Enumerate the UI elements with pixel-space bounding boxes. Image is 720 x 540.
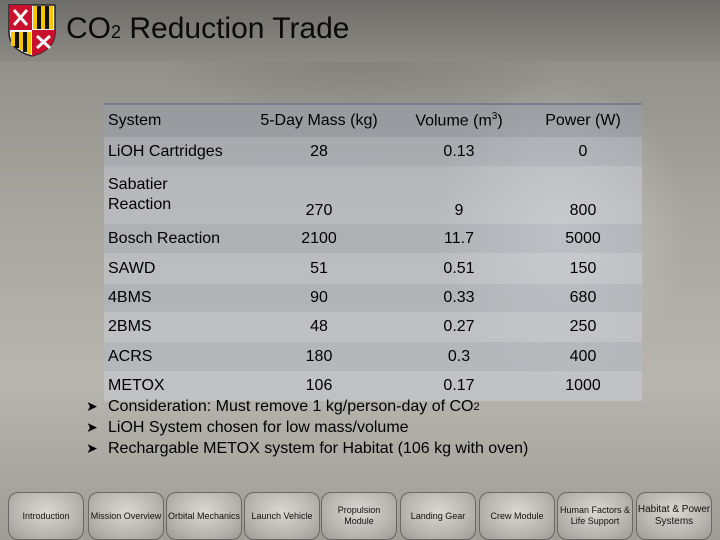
nav-landing-gear-button[interactable]: Landing Gear xyxy=(400,492,476,540)
table-row: Sabatier Reaction 270 9 800 xyxy=(104,166,642,224)
table-row: SAWD 51 0.51 150 xyxy=(104,253,642,284)
table-row: 4BMS 90 0.33 680 xyxy=(104,284,642,312)
table-header-row: System 5-Day Mass (kg) Volume (m3) Power… xyxy=(104,103,642,137)
university-shield-logo xyxy=(8,4,56,57)
trade-table: System 5-Day Mass (kg) Volume (m3) Power… xyxy=(104,103,642,401)
nav-orbital-mechanics-button[interactable]: Orbital Mechanics xyxy=(166,492,242,540)
nav-habitat-power-button[interactable]: Habitat & Power Systems xyxy=(636,492,712,540)
nav-propulsion-module-button[interactable]: Propulsion Module xyxy=(321,492,397,540)
nav-mission-overview-button[interactable]: Mission Overview xyxy=(88,492,164,540)
arrow-bullet-icon: ➤ xyxy=(86,398,98,414)
bullet-item: ➤ Consideration: Must remove 1 kg/person… xyxy=(86,397,480,415)
table-row: METOX 106 0.17 1000 xyxy=(104,371,642,401)
header-system: System xyxy=(104,103,244,137)
header-band xyxy=(0,0,720,62)
table-row: LiOH Cartridges 28 0.13 0 xyxy=(104,137,642,166)
page-title: CO2 Reduction Trade xyxy=(66,12,350,45)
bullet-item: ➤ LiOH System chosen for low mass/volume xyxy=(86,418,409,436)
table-row: ACRS 180 0.3 400 xyxy=(104,342,642,371)
header-volume: Volume (m3) xyxy=(394,103,524,137)
nav-introduction-button[interactable]: Introduction xyxy=(8,492,84,540)
nav-crew-module-button[interactable]: Crew Module xyxy=(479,492,555,540)
section-nav-bar: Introduction Mission Overview Orbital Me… xyxy=(0,492,720,540)
table-row: 2BMS 48 0.27 250 xyxy=(104,312,642,342)
nav-launch-vehicle-button[interactable]: Launch Vehicle xyxy=(244,492,320,540)
bullet-item: ➤ Rechargable METOX system for Habitat (… xyxy=(86,439,529,457)
bullet-list: ➤ Consideration: Must remove 1 kg/person… xyxy=(86,396,706,459)
nav-human-factors-button[interactable]: Human Factors & Life Support xyxy=(557,492,633,540)
header-power: Power (W) xyxy=(524,103,642,137)
table-row: Bosch Reaction 2100 11.7 5000 xyxy=(104,224,642,253)
arrow-bullet-icon: ➤ xyxy=(86,419,98,435)
arrow-bullet-icon: ➤ xyxy=(86,440,98,456)
header-mass: 5-Day Mass (kg) xyxy=(244,103,394,137)
